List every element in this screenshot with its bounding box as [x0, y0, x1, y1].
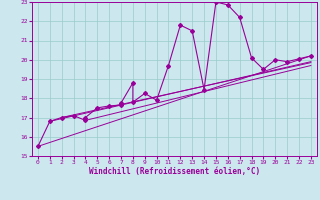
X-axis label: Windchill (Refroidissement éolien,°C): Windchill (Refroidissement éolien,°C): [89, 167, 260, 176]
